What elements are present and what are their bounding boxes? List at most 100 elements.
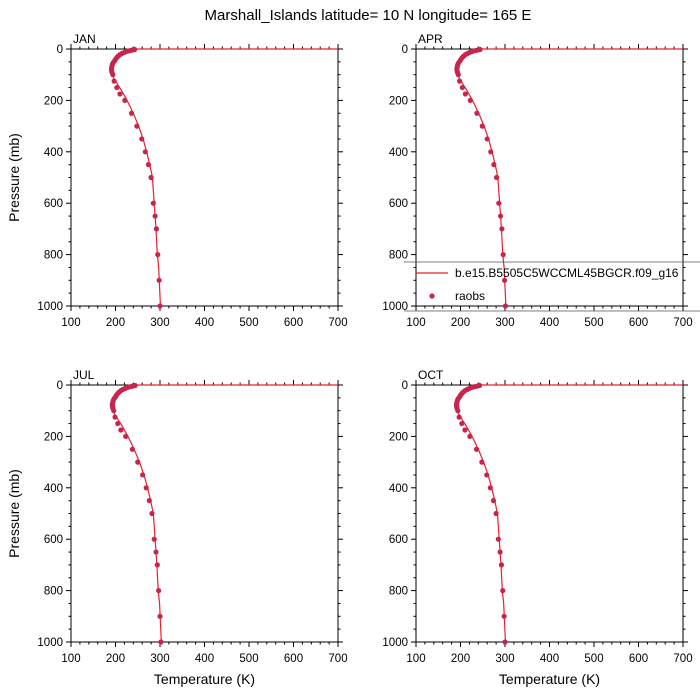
y-tick-label: 800 [44, 586, 63, 598]
raobs-point [149, 510, 155, 517]
raobs-point [457, 78, 463, 84]
legend-raobs-label: raobs [455, 289, 485, 303]
y-tick-label: 600 [389, 198, 408, 210]
y-axis-title: Pressure (mb) [6, 469, 22, 558]
raobs-point [110, 72, 116, 78]
raobs-point [115, 420, 121, 427]
x-axis-title: Temperature (K) [154, 671, 255, 687]
raobs-point [156, 277, 162, 283]
panel-label: OCT [418, 368, 444, 382]
x-tick-label: 600 [284, 653, 303, 665]
raobs-point [139, 136, 145, 142]
raobs-point [152, 213, 158, 219]
panel-label: JAN [73, 32, 96, 46]
y-tick-label: 1000 [37, 637, 63, 649]
raobs-point [158, 639, 164, 645]
panel-label: JUL [73, 368, 95, 382]
axis-ticks [66, 44, 343, 311]
x-tick-label: 400 [540, 317, 559, 329]
x-tick-label: 700 [673, 653, 692, 665]
x-tick-label: 200 [106, 317, 125, 329]
raobs-point [456, 414, 462, 420]
raobs-point [501, 613, 507, 619]
raobs-point [490, 498, 497, 504]
x-tick-label: 300 [150, 317, 169, 329]
raobs-point [145, 162, 152, 168]
raobs-point [487, 485, 493, 491]
raobs-point [495, 536, 501, 542]
raobs-point [488, 149, 494, 155]
raobs-point [459, 420, 465, 427]
y-axis-title: Pressure (mb) [6, 133, 22, 222]
x-tick-label: 600 [629, 653, 648, 665]
raobs-point [142, 149, 148, 155]
raobs-point [157, 613, 163, 619]
y-tick-label: 200 [389, 95, 408, 107]
raobs-point [500, 252, 506, 258]
x-tick-label: 400 [195, 317, 214, 329]
legend-raobs-swatch [429, 293, 435, 299]
raobs-point [462, 427, 468, 433]
x-tick-label: 500 [239, 653, 258, 665]
axis-ticks [411, 380, 688, 647]
y-tick-label: 200 [44, 95, 63, 107]
x-tick-label: 500 [239, 317, 258, 329]
y-tick-label: 600 [44, 534, 63, 546]
legend-model-label: b.e15.B5505C5WCCML45BGCR.f09_g16 [455, 266, 679, 280]
raobs-point [153, 226, 160, 232]
y-tick-label: 800 [44, 250, 63, 262]
raobs-point [498, 562, 505, 568]
x-tick-label: 100 [61, 653, 80, 665]
raobs-point [114, 84, 120, 91]
x-tick-label: 100 [61, 317, 80, 329]
raobs-point [493, 174, 500, 181]
x-tick-label: 400 [195, 653, 214, 665]
x-tick-label: 600 [629, 317, 648, 329]
y-tick-label: 800 [389, 250, 408, 262]
raobs-point [496, 200, 502, 206]
raobs-point [462, 91, 468, 97]
y-tick-label: 600 [44, 198, 63, 210]
raobs-point [129, 446, 136, 452]
raobs-point [467, 97, 473, 103]
panel-label: APR [418, 32, 443, 46]
y-tick-label: 400 [389, 147, 408, 159]
plot-frame [70, 48, 339, 307]
x-tick-label: 300 [495, 653, 514, 665]
raobs-point [459, 84, 465, 91]
raobs-point [497, 213, 504, 219]
y-tick-label: 0 [402, 44, 408, 56]
raobs-point [484, 136, 490, 142]
y-tick-label: 200 [44, 431, 63, 443]
raobs-point [473, 446, 480, 452]
raobs-point [499, 226, 505, 232]
x-tick-label: 100 [406, 317, 425, 329]
axis-ticks [66, 380, 343, 647]
raobs-points [454, 46, 509, 309]
raobs-point [479, 123, 485, 129]
y-tick-label: 600 [389, 534, 408, 546]
x-axis-title: Temperature (K) [499, 671, 600, 687]
x-tick-label: 300 [150, 653, 169, 665]
raobs-point [500, 588, 506, 594]
x-tick-label: 400 [540, 653, 559, 665]
raobs-point [128, 110, 135, 116]
plot-frame [70, 384, 339, 643]
x-tick-label: 600 [284, 317, 303, 329]
raobs-point [491, 162, 497, 168]
raobs-point [150, 200, 156, 206]
raobs-points [108, 46, 163, 309]
raobs-point [146, 498, 152, 504]
raobs-point [484, 472, 490, 478]
x-tick-label: 200 [106, 653, 125, 665]
raobs-point [148, 174, 154, 181]
raobs-point [143, 485, 149, 491]
panel-jan: JAN 100 200 300 400 500 600 700 0 200 400 600 800 100… [6, 32, 348, 329]
x-tick-label: 700 [328, 653, 347, 665]
panels-group: JAN 100 200 300 400 500 600 700 0 200 400 600 800 100… [6, 32, 693, 687]
raobs-point [123, 433, 129, 439]
panel-oct: OCT 100 200 300 400 500 600 700 0 200 400 600 800 100… [382, 368, 692, 687]
y-tick-label: 400 [44, 147, 63, 159]
raobs-point [111, 408, 117, 414]
